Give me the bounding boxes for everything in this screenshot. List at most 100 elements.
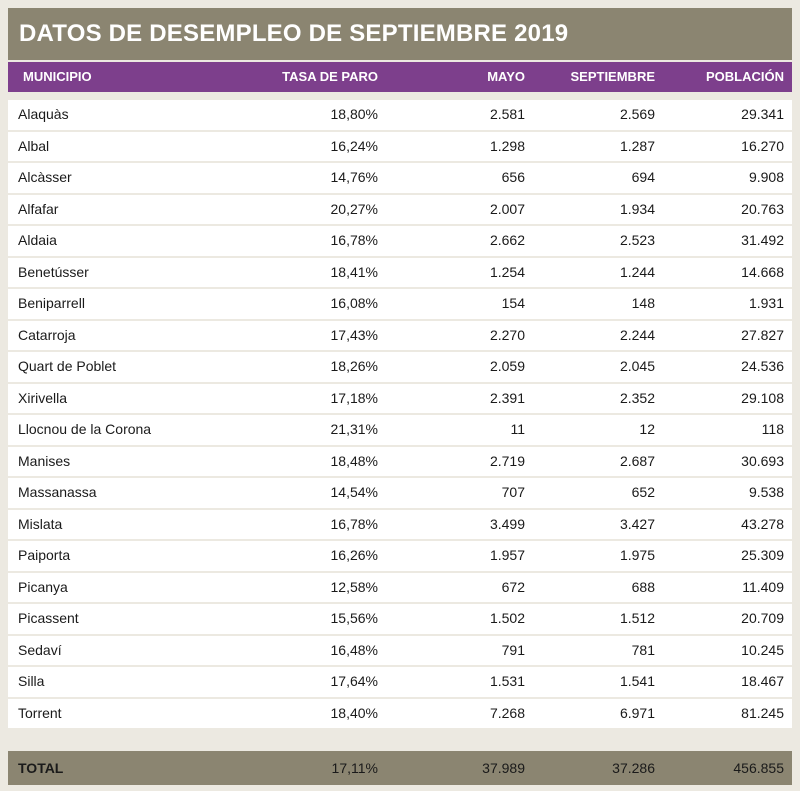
cell-septiembre: 2.045	[619, 358, 655, 374]
total-label: TOTAL	[18, 760, 64, 776]
cell-mayo: 1.502	[489, 610, 525, 626]
table-row: Picanya 12,58% 672 688 11.409	[8, 572, 792, 602]
title-bar: DATOS DE DESEMPLEO DE SEPTIEMBRE 2019	[8, 8, 792, 60]
cell-mayo: 1.531	[489, 673, 525, 689]
cell-poblacion: 29.341	[741, 106, 784, 122]
table-row: Quart de Poblet 18,26% 2.059 2.045 24.536	[8, 352, 792, 382]
cell-municipio: Llocnou de la Corona	[18, 421, 152, 437]
cell-mayo: 2.581	[489, 106, 525, 122]
cell-mayo: 7.268	[489, 704, 525, 721]
table-row: Alaquàs 18,80% 2.581 2.569 29.341	[8, 100, 792, 130]
column-header-municipio: MUNICIPIO	[23, 69, 92, 84]
table-row: Xirivella 17,18% 2.391 2.352 29.108	[8, 383, 792, 413]
table-row: Sedaví 16,48% 791 781 10.245	[8, 635, 792, 665]
cell-poblacion: 25.309	[741, 547, 784, 563]
table-row: Mislata 16,78% 3.499 3.427 43.278	[8, 509, 792, 539]
cell-municipio: Massanassa	[18, 484, 97, 500]
cell-septiembre: 1.244	[619, 263, 655, 280]
cell-mayo: 2.662	[489, 232, 525, 248]
cell-poblacion: 20.709	[741, 610, 784, 626]
cell-septiembre: 781	[631, 641, 655, 658]
table-body: Alaquàs 18,80% 2.581 2.569 29.341 Albal 16,24%…	[8, 100, 792, 730]
cell-poblacion: 16.270	[741, 137, 784, 154]
cell-poblacion: 1.931	[748, 295, 784, 311]
cell-septiembre: 148	[631, 295, 655, 311]
cell-municipio: Picanya	[18, 578, 68, 595]
cell-mayo: 2.270	[489, 326, 525, 343]
cell-tasa: 18,48%	[330, 452, 378, 469]
cell-municipio: Quart de Poblet	[18, 358, 117, 374]
cell-tasa: 16,48%	[330, 641, 378, 658]
cell-poblacion: 24.536	[741, 358, 784, 374]
total-mayo: 37.989	[482, 760, 525, 776]
cell-tasa: 18,26%	[330, 358, 378, 374]
cell-tasa: 16,24%	[330, 137, 378, 154]
cell-poblacion: 81.245	[741, 704, 784, 721]
cell-septiembre: 2.569	[619, 106, 655, 122]
cell-tasa: 18,40%	[330, 704, 378, 721]
cell-tasa: 18,80%	[330, 106, 378, 122]
cell-mayo: 2.391	[489, 389, 525, 406]
cell-municipio: Benetússer	[18, 263, 89, 280]
cell-septiembre: 2.687	[619, 452, 655, 469]
cell-mayo: 2.059	[489, 358, 525, 374]
cell-septiembre: 1.541	[619, 673, 655, 689]
column-header-mayo: MAYO	[487, 69, 525, 84]
page-title: DATOS DE DESEMPLEO DE SEPTIEMBRE 2019	[19, 20, 569, 47]
cell-mayo: 3.499	[489, 515, 525, 532]
table-row: Massanassa 14,54% 707 652 9.538	[8, 478, 792, 508]
table-row: Benetússer 18,41% 1.254 1.244 14.668	[8, 257, 792, 287]
cell-tasa: 16,78%	[330, 515, 378, 532]
cell-septiembre: 12	[639, 421, 655, 437]
cell-tasa: 15,56%	[330, 610, 378, 626]
cell-tasa: 16,26%	[330, 547, 378, 563]
table-row: Torrent 18,40% 7.268 6.971 81.245	[8, 698, 792, 728]
cell-septiembre: 1.287	[619, 137, 655, 154]
column-header-row: MUNICIPIO TASA DE PARO MAYO SEPTIEMBRE P…	[8, 62, 792, 92]
cell-municipio: Alcàsser	[18, 169, 72, 185]
cell-tasa: 17,43%	[330, 326, 378, 343]
cell-mayo: 1.254	[489, 263, 525, 280]
cell-tasa: 12,58%	[330, 578, 378, 595]
table-row: Llocnou de la Corona 21,31% 11 12 118	[8, 415, 792, 445]
cell-municipio: Sedaví	[18, 641, 62, 658]
cell-municipio: Paiporta	[18, 547, 71, 563]
cell-septiembre: 2.352	[619, 389, 655, 406]
cell-septiembre: 2.523	[619, 232, 655, 248]
cell-poblacion: 30.693	[741, 452, 784, 469]
cell-mayo: 2.719	[489, 452, 525, 469]
cell-municipio: Alfafar	[18, 200, 59, 217]
cell-municipio: Torrent	[18, 704, 62, 721]
cell-tasa: 17,18%	[330, 389, 378, 406]
cell-tasa: 18,41%	[330, 263, 378, 280]
cell-tasa: 21,31%	[330, 421, 378, 437]
cell-municipio: Catarroja	[18, 326, 76, 343]
cell-mayo: 154	[501, 295, 525, 311]
cell-septiembre: 688	[631, 578, 655, 595]
table-row: Silla 17,64% 1.531 1.541 18.467	[8, 667, 792, 697]
table-row: Aldaia 16,78% 2.662 2.523 31.492	[8, 226, 792, 256]
cell-municipio: Aldaia	[18, 232, 57, 248]
table-row: Beniparrell 16,08% 154 148 1.931	[8, 289, 792, 319]
cell-mayo: 656	[501, 169, 525, 185]
cell-septiembre: 1.512	[619, 610, 655, 626]
cell-mayo: 11	[510, 421, 525, 437]
cell-septiembre: 6.971	[619, 704, 655, 721]
cell-poblacion: 31.492	[741, 232, 784, 248]
cell-tasa: 16,78%	[330, 232, 378, 248]
cell-mayo: 1.957	[489, 547, 525, 563]
cell-septiembre: 2.244	[619, 326, 655, 343]
cell-municipio: Alaquàs	[18, 106, 69, 122]
cell-poblacion: 18.467	[741, 673, 784, 689]
cell-tasa: 14,76%	[330, 169, 378, 185]
table-row: Picassent 15,56% 1.502 1.512 20.709	[8, 604, 792, 634]
cell-poblacion: 118	[761, 421, 784, 437]
cell-poblacion: 14.668	[741, 263, 784, 280]
cell-poblacion: 29.108	[741, 389, 784, 406]
cell-tasa: 17,64%	[330, 673, 378, 689]
cell-municipio: Manises	[18, 452, 71, 469]
cell-poblacion: 9.908	[748, 169, 784, 185]
cell-poblacion: 11.409	[742, 578, 784, 595]
table-row: Albal 16,24% 1.298 1.287 16.270	[8, 131, 792, 161]
